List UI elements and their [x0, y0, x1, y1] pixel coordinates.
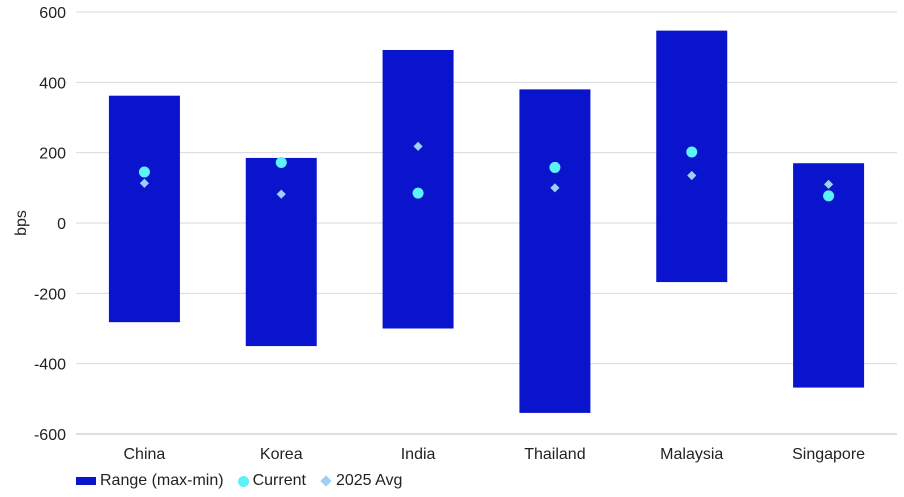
- x-tick-label: Korea: [260, 446, 303, 463]
- legend-item-current: Current: [237, 472, 306, 490]
- current-marker-thailand: [549, 161, 561, 173]
- avg-marker-india: [413, 141, 423, 151]
- x-tick-label: Malaysia: [660, 446, 723, 463]
- x-tick-label: Singapore: [792, 446, 865, 463]
- legend: Range (max-min) Current 2025 Avg: [76, 472, 402, 490]
- legend-current-swatch: [237, 475, 249, 487]
- legend-item-avg: 2025 Avg: [320, 472, 402, 490]
- current-marker-singapore: [823, 190, 835, 202]
- current-marker-malaysia: [686, 146, 698, 158]
- y-axis-ticks: 600 400 200 0 -200 -400 -600: [34, 5, 66, 444]
- x-axis-ticks: China Korea India Thailand Malaysia Singapore: [124, 446, 866, 463]
- y-tick-label: 0: [57, 216, 66, 233]
- current-marker-india: [412, 187, 424, 199]
- x-tick-label: India: [401, 446, 436, 463]
- legend-item-range: Range (max-min): [76, 472, 224, 490]
- y-tick-label: -200: [34, 286, 66, 303]
- current-marker-china: [138, 166, 150, 178]
- y-axis-label: bps: [13, 210, 30, 236]
- avg-marker-malaysia: [687, 170, 697, 181]
- avg-marker-korea: [276, 189, 286, 199]
- avg-marker-singapore: [823, 179, 834, 189]
- range-bar-korea: [245, 157, 317, 347]
- legend-range-swatch: [76, 477, 96, 485]
- y-tick-label: 200: [39, 146, 66, 163]
- y-tick-label: 600: [39, 5, 66, 22]
- legend-range-label: Range (max-min): [100, 472, 224, 489]
- x-tick-label: China: [124, 446, 166, 463]
- legend-avg-swatch: [320, 475, 332, 487]
- gridlines: [76, 11, 897, 435]
- range-bars: [108, 30, 865, 413]
- legend-current-label: Current: [252, 472, 306, 489]
- y-tick-label: 400: [39, 75, 66, 92]
- y-tick-label: -400: [34, 357, 66, 374]
- current-marker-korea: [275, 157, 287, 169]
- avg-marker-thailand: [550, 183, 560, 193]
- x-tick-label: Thailand: [524, 446, 585, 463]
- range-bar-thailand: [519, 89, 591, 413]
- y-tick-label: -600: [34, 427, 66, 444]
- markers: [138, 141, 835, 202]
- legend-avg-label: 2025 Avg: [335, 472, 403, 489]
- avg-marker-china: [139, 178, 150, 188]
- range-bar-china: [108, 95, 180, 323]
